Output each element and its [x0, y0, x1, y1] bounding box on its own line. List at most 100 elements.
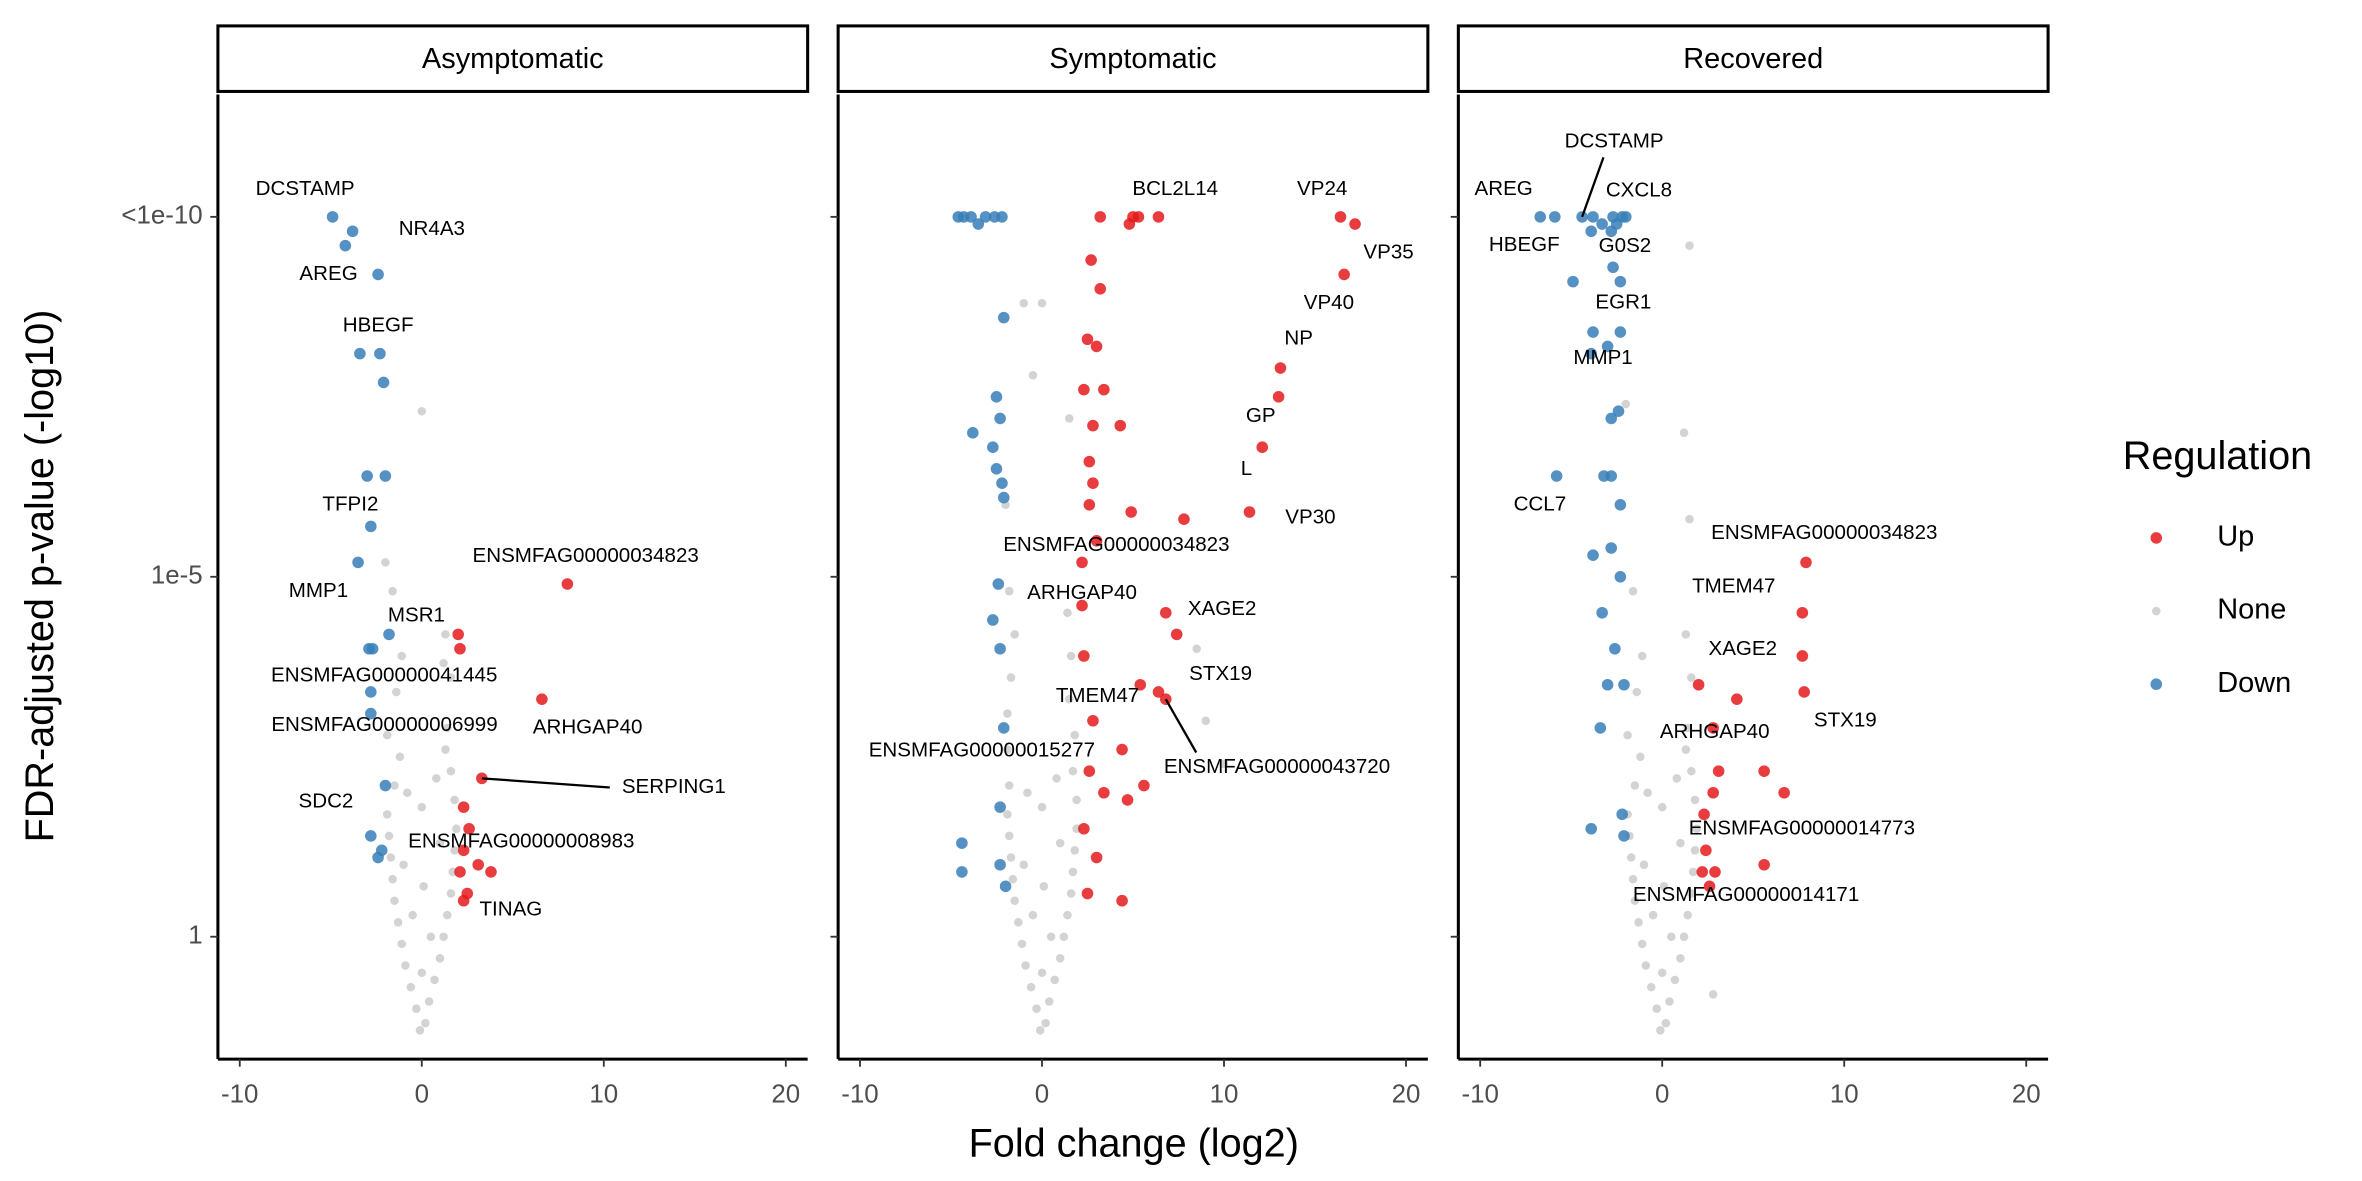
- gene-label: TINAG: [479, 897, 542, 920]
- point: [1046, 932, 1056, 941]
- point: [996, 477, 1008, 489]
- point: [1072, 795, 1081, 805]
- point: [346, 225, 359, 238]
- point: [457, 801, 470, 813]
- point: [1679, 932, 1689, 941]
- point: [1685, 241, 1694, 250]
- point: [1707, 786, 1719, 799]
- gene-label: VP24: [1297, 177, 1347, 200]
- gene-label: ENSMFAG00000034823: [1003, 533, 1229, 556]
- point: [1616, 808, 1628, 821]
- point: [1692, 678, 1705, 691]
- point: [1643, 788, 1652, 798]
- point: [363, 642, 375, 655]
- point: [365, 830, 377, 842]
- gene-label: ENSMFAG00000015277: [869, 739, 1095, 762]
- point: [1010, 630, 1019, 639]
- gene-label: VP40: [1304, 291, 1354, 314]
- point: [375, 844, 388, 857]
- point: [401, 961, 410, 970]
- point: [1066, 651, 1076, 661]
- point: [1063, 910, 1072, 920]
- point: [1661, 1018, 1671, 1028]
- point: [382, 810, 392, 819]
- point: [386, 853, 396, 862]
- point: [1076, 599, 1088, 612]
- x-tick-label: 10: [1830, 1081, 1859, 1109]
- facet-title: Symptomatic: [1049, 43, 1216, 75]
- point: [1676, 954, 1685, 963]
- point: [1681, 630, 1691, 639]
- point: [1098, 786, 1110, 799]
- point: [450, 795, 459, 805]
- gene-label: AREG: [1475, 177, 1533, 200]
- point: [1648, 910, 1658, 920]
- point: [1712, 765, 1725, 777]
- point: [442, 723, 452, 733]
- point: [999, 880, 1012, 893]
- point: [1676, 838, 1685, 848]
- point: [1623, 730, 1632, 740]
- point: [1657, 968, 1667, 977]
- point: [374, 347, 386, 360]
- point: [1070, 846, 1080, 855]
- point: [1618, 830, 1630, 842]
- gene-label: ENSMFAG00000034823: [473, 544, 699, 567]
- point: [1010, 896, 1019, 905]
- point: [1035, 1026, 1045, 1035]
- gene-label: G0S2: [1599, 234, 1652, 257]
- point: [994, 412, 1006, 425]
- gene-label: ENSMFAG00000008983: [408, 830, 634, 853]
- point: [1687, 766, 1696, 776]
- point: [402, 788, 412, 798]
- point: [1796, 650, 1809, 662]
- point: [994, 642, 1006, 655]
- point: [446, 766, 456, 776]
- x-tick-label: 10: [589, 1081, 618, 1109]
- point: [1006, 853, 1016, 862]
- gene-label: TMEM47: [1692, 574, 1775, 597]
- y-axis-title: FDR-adjusted p-value (-log10): [18, 310, 62, 843]
- point: [994, 801, 1006, 813]
- point: [1641, 961, 1651, 970]
- point: [406, 982, 416, 992]
- point: [1083, 765, 1096, 777]
- point: [979, 211, 992, 223]
- point: [1055, 838, 1065, 848]
- legend-label: None: [2217, 594, 2286, 626]
- point: [1116, 894, 1128, 907]
- point: [379, 779, 392, 792]
- point: [1037, 802, 1047, 812]
- gene-label: MMP1: [289, 579, 348, 602]
- strip: [1456, 24, 2050, 93]
- point: [1078, 650, 1090, 662]
- point: [1679, 428, 1689, 438]
- point: [1178, 513, 1190, 525]
- gene-label: ENSMFAG00000006999: [271, 713, 497, 736]
- point: [1349, 218, 1361, 230]
- x-tick-label: -10: [1461, 1081, 1498, 1109]
- point: [1065, 414, 1074, 423]
- point: [461, 887, 474, 900]
- point: [1731, 693, 1743, 705]
- point: [1618, 678, 1630, 691]
- point: [395, 752, 405, 762]
- point: [1601, 340, 1614, 353]
- point: [1132, 211, 1145, 223]
- point: [1636, 752, 1645, 762]
- point: [1008, 874, 1018, 884]
- point: [1681, 745, 1691, 754]
- point: [1703, 880, 1716, 893]
- point: [1576, 211, 1588, 223]
- point: [1003, 745, 1012, 754]
- point: [990, 463, 1003, 475]
- point: [992, 578, 1005, 590]
- legend-marker: [2150, 678, 2163, 691]
- point: [1052, 774, 1061, 783]
- point: [1628, 874, 1638, 884]
- point: [383, 628, 395, 641]
- point: [454, 866, 466, 878]
- point: [399, 860, 408, 869]
- point: [1003, 709, 1012, 718]
- point: [365, 707, 377, 720]
